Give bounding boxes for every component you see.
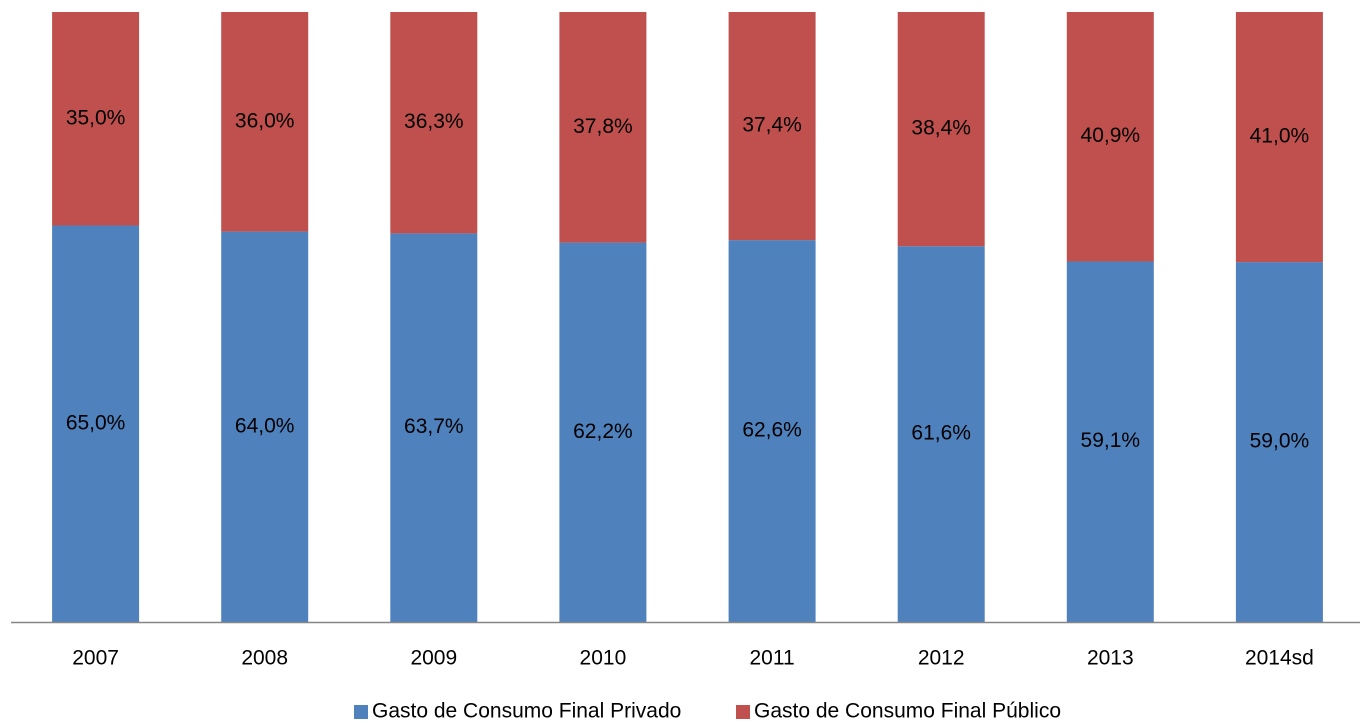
x-tick-label-2011: 2011 <box>750 647 795 670</box>
data-label-privado-2011: 62,6% <box>742 419 802 442</box>
x-tick-label-2014sd: 2014sd <box>1245 647 1314 670</box>
x-tick-label-2009: 2009 <box>410 647 457 670</box>
data-label-publico-2008: 36,0% <box>235 109 295 132</box>
bar-publico-2014sd <box>1235 12 1323 263</box>
data-label-privado-2009: 63,7% <box>404 415 464 438</box>
bar-privado-2012 <box>897 246 985 622</box>
data-label-publico-2012: 38,4% <box>911 117 971 140</box>
x-tick-label-2012: 2012 <box>918 647 965 670</box>
bar-privado-2013 <box>1066 261 1154 622</box>
data-label-privado-2013: 59,1% <box>1081 429 1141 452</box>
data-label-privado-2012: 61,6% <box>911 422 971 445</box>
bar-privado-2009 <box>390 233 478 622</box>
legend-label-publico: Gasto de Consumo Final Público <box>754 700 1061 723</box>
x-tick-labels-group: 2007 2008 2009 2010 2011 2012 2013 2014sd <box>72 647 1314 670</box>
data-label-publico-2011: 37,4% <box>742 114 802 137</box>
bar-privado-2014sd <box>1235 262 1323 622</box>
x-tick-label-2008: 2008 <box>241 647 288 670</box>
bar-privado-2007 <box>52 225 140 622</box>
legend-label-privado: Gasto de Consumo Final Privado <box>372 700 681 723</box>
data-labels-group: 65,0% 35,0% 64,0% 36,0% 63,7% 36,3% 62,2% 37,8%… <box>66 106 1309 452</box>
bar-publico-2011 <box>728 12 816 241</box>
data-label-publico-2013: 40,9% <box>1081 124 1141 147</box>
legend: Gasto de Consumo Final Privado Gasto de … <box>354 700 1061 723</box>
x-tick-label-2010: 2010 <box>580 647 627 670</box>
legend-swatch-privado <box>354 705 368 719</box>
x-tick-label-2007: 2007 <box>72 647 119 670</box>
data-label-privado-2008: 64,0% <box>235 414 295 437</box>
data-label-privado-2007: 65,0% <box>66 411 126 434</box>
bar-privado-2008 <box>221 231 309 622</box>
bar-publico-2008 <box>221 12 309 232</box>
bar-privado-2010 <box>559 242 647 622</box>
bar-publico-2012 <box>897 12 985 247</box>
bar-publico-2010 <box>559 12 647 243</box>
bar-publico-2009 <box>390 12 478 234</box>
data-label-publico-2009: 36,3% <box>404 110 464 133</box>
bars-group <box>52 12 1323 622</box>
bar-publico-2013 <box>1066 12 1154 262</box>
data-label-publico-2014sd: 41,0% <box>1250 125 1310 148</box>
bar-publico-2007 <box>52 12 140 226</box>
data-label-privado-2010: 62,2% <box>573 420 633 443</box>
bar-privado-2011 <box>728 240 816 622</box>
data-label-privado-2014sd: 59,0% <box>1250 430 1310 453</box>
x-tick-label-2013: 2013 <box>1087 647 1134 670</box>
data-label-publico-2010: 37,8% <box>573 115 633 138</box>
legend-swatch-publico <box>736 705 750 719</box>
data-label-publico-2007: 35,0% <box>66 106 126 129</box>
